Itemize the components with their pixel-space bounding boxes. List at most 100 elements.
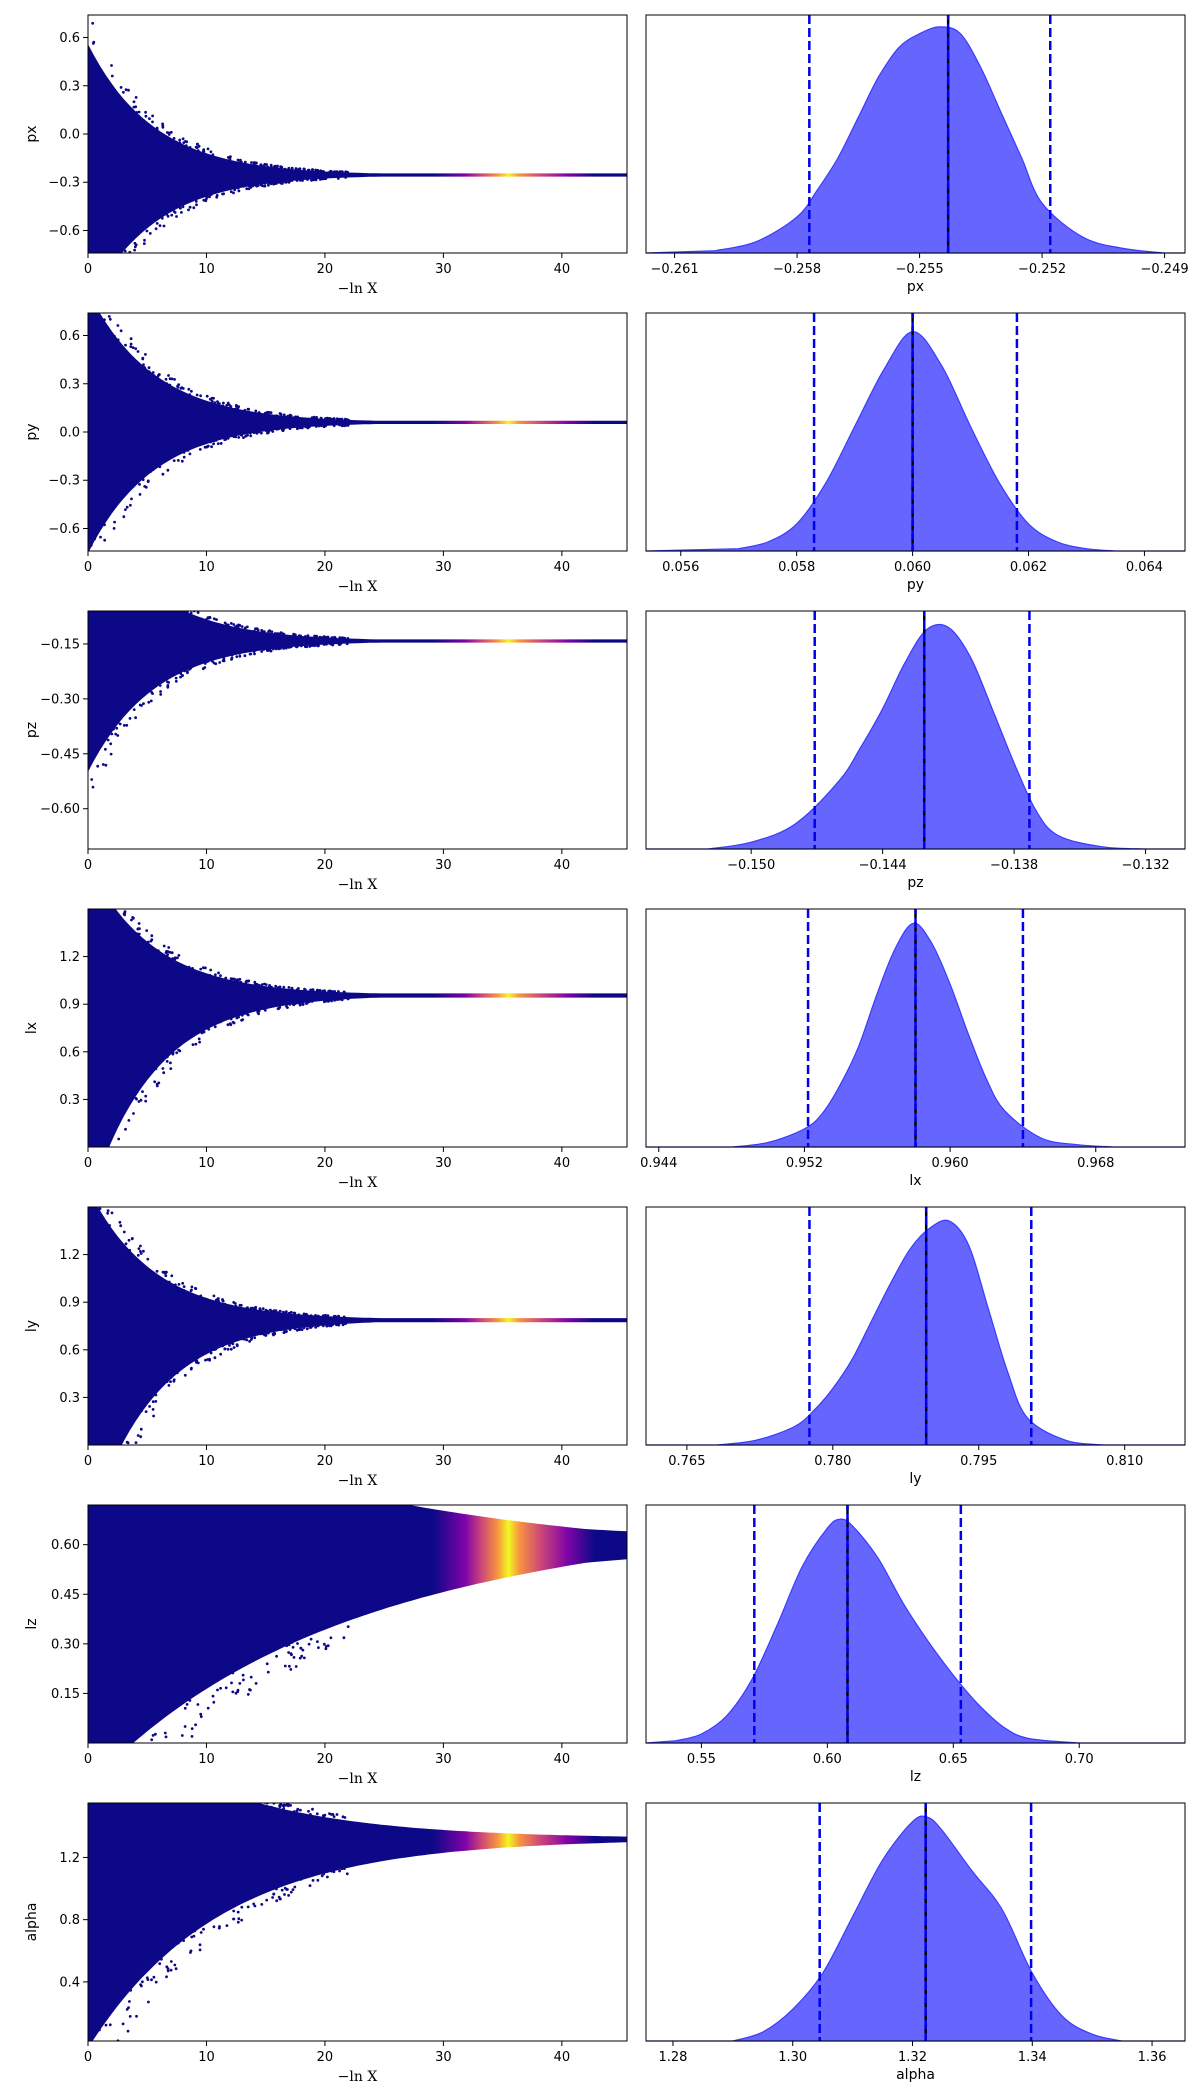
trace-point <box>214 973 217 977</box>
trace-point <box>244 434 248 438</box>
trace-point <box>172 137 176 140</box>
trace-point <box>180 386 184 390</box>
trace-point <box>89 292 92 295</box>
trace-point <box>219 1352 223 1356</box>
trace-point <box>122 515 126 519</box>
x-tick-label: 0 <box>84 560 92 575</box>
trace-point <box>340 998 344 1002</box>
trace-point <box>274 1309 278 1313</box>
trace-point <box>322 425 326 429</box>
trace-point <box>318 170 322 173</box>
trace-point <box>135 111 139 114</box>
posterior-area <box>645 1518 1185 1744</box>
x-tick-label: 20 <box>317 1156 334 1171</box>
trace-point <box>295 1481 298 1484</box>
trace-point <box>301 1648 305 1652</box>
trace-point <box>276 1007 280 1010</box>
trace-point <box>119 329 123 333</box>
trace-point <box>321 177 324 181</box>
x-tick-label: 10 <box>198 560 215 575</box>
trace-point <box>195 203 198 207</box>
trace-point <box>167 681 171 684</box>
trace-point <box>295 1631 299 1634</box>
trace-point <box>126 264 129 267</box>
trace-point <box>104 763 108 767</box>
trace-point <box>119 543 122 546</box>
trace-point <box>94 1203 97 1206</box>
trace-point <box>180 1769 183 1772</box>
trace-point <box>182 1428 185 1431</box>
trace-point <box>168 383 172 387</box>
trace-point <box>176 1371 179 1375</box>
trace-point <box>111 503 115 507</box>
trace-point <box>308 1000 312 1003</box>
trace-point <box>92 307 95 310</box>
trace-point <box>224 1686 228 1690</box>
trace-point <box>168 1773 171 1776</box>
trace-point <box>198 448 202 451</box>
trace-point <box>301 1002 305 1006</box>
trace-point <box>243 160 247 164</box>
trace-point <box>88 291 91 294</box>
trace-point <box>260 1903 264 1906</box>
trace-point <box>275 427 278 431</box>
trace-point <box>210 402 213 405</box>
trace-point <box>200 617 204 621</box>
trace-point <box>186 613 190 617</box>
trace-point <box>211 659 214 663</box>
trace-point <box>151 1408 155 1411</box>
trace-point <box>147 700 151 704</box>
trace-point <box>115 1788 118 1791</box>
posterior-xlabel: lz <box>910 1769 921 1785</box>
trace-point <box>287 1803 290 1807</box>
trace-point <box>204 1358 207 1362</box>
x-tick-label: 0 <box>84 1752 92 1767</box>
trace-point <box>223 1302 227 1306</box>
trace-point <box>331 1485 334 1488</box>
trace-point <box>250 161 253 164</box>
trace-point <box>114 894 117 897</box>
y-tick-label: 0.45 <box>51 1588 80 1603</box>
trace-point <box>161 1067 165 1070</box>
y-tick-label: 0.4 <box>59 1975 80 1990</box>
trace-point <box>271 430 275 433</box>
trace-point <box>189 611 193 615</box>
trace-point <box>172 459 176 462</box>
trace-point <box>240 625 244 628</box>
x-tick-label: 30 <box>435 1752 452 1767</box>
trace-point <box>258 1798 261 1801</box>
trace-point <box>243 1012 247 1015</box>
trace-point <box>258 1460 261 1463</box>
trace-point <box>106 2000 110 2004</box>
trace-point <box>169 1061 172 1065</box>
trace-point <box>151 1400 155 1403</box>
trace-point <box>122 90 125 94</box>
trace-point <box>240 1788 243 1791</box>
x-tick-label: 0 <box>84 1454 92 1469</box>
trace-point <box>174 1967 178 1971</box>
trace-point <box>333 635 336 639</box>
trace-point <box>307 168 311 172</box>
trace-point <box>164 1943 168 1947</box>
trace-point <box>250 1797 253 1800</box>
y-tick-label: 0.8 <box>59 1913 80 1928</box>
trace-point <box>221 1344 225 1348</box>
trace-point <box>287 986 291 989</box>
trace-point <box>324 177 327 180</box>
trace-point <box>139 1974 143 1978</box>
trace-point <box>218 1784 221 1787</box>
trace-point <box>100 1794 103 1797</box>
posterior-frame <box>645 1802 1186 2042</box>
trace-point <box>122 566 125 569</box>
x-tick-label: −0.258 <box>773 262 821 277</box>
trace-point <box>326 1875 329 1879</box>
trace-point <box>115 1760 118 1763</box>
trace-point <box>98 860 101 863</box>
trace-point <box>176 1941 180 1945</box>
trace-point <box>211 153 215 157</box>
trace-point <box>165 1380 169 1383</box>
trace-point <box>96 287 99 290</box>
trace-point <box>196 149 200 153</box>
trace-point <box>295 1328 299 1332</box>
trace-point <box>133 245 137 249</box>
